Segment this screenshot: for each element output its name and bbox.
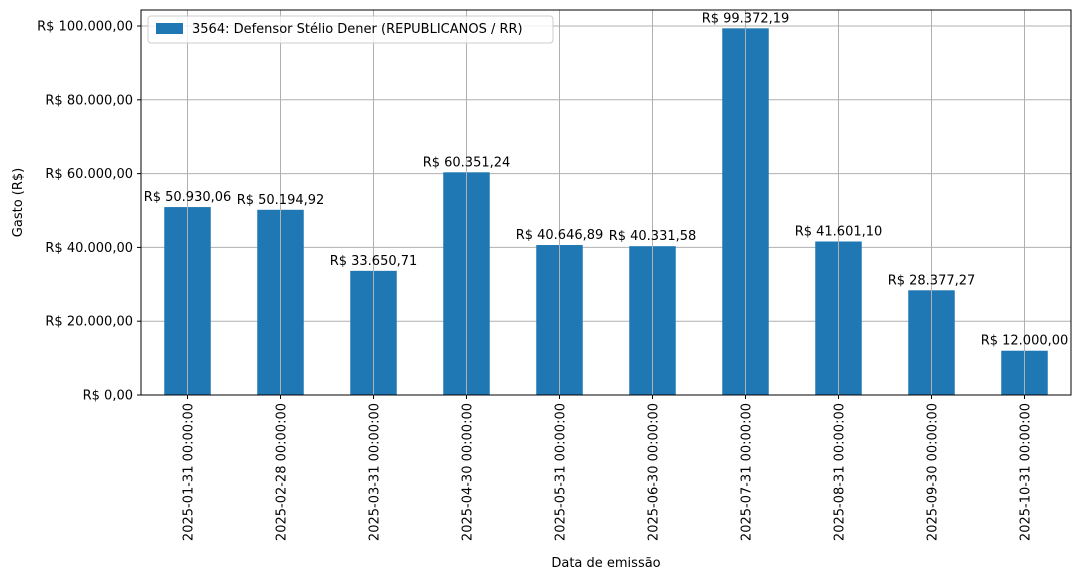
bar-value-label: R$ 12.000,00 (981, 334, 1069, 349)
bar-value-label: R$ 41.601,10 (795, 224, 883, 239)
x-tick-label: 2025-05-31 00:00:00 (554, 403, 569, 541)
x-tick-label: 2025-09-30 00:00:00 (926, 403, 941, 541)
legend-box (147, 15, 554, 44)
bar-value-label: R$ 28.377,27 (888, 273, 976, 288)
ticks: R$ 0,00 R$ 20.000,00 R$ 40.000,00 R$ 60.000… (37, 20, 1033, 542)
x-axis-label: Data de emissão (551, 556, 660, 571)
y-tick-label: R$ 20.000,00 (45, 315, 133, 330)
bar-value-label: R$ 40.646,89 (516, 228, 604, 243)
bar-value-labels: R$ 50.930,06 R$ 50.194,92 R$ 33.650,71 R$ 6… (144, 11, 1069, 348)
legend-label: 3564: Defensor Stélio Dener (REPUBLICANO… (192, 22, 523, 37)
bar-value-label: R$ 60.351,24 (423, 155, 511, 170)
bar-value-label: R$ 50.930,06 (144, 190, 232, 205)
x-tick-label: 2025-04-30 00:00:00 (461, 403, 476, 541)
axes-frame (140, 9, 1072, 396)
x-tick-label: 2025-07-31 00:00:00 (740, 403, 755, 541)
legend-swatch (156, 23, 183, 34)
x-tick-label: 2025-06-30 00:00:00 (647, 403, 662, 541)
x-tick-label: 2025-08-31 00:00:00 (833, 403, 848, 541)
x-tick-label: 2025-10-31 00:00:00 (1019, 403, 1034, 541)
bar-value-label: R$ 50.194,92 (237, 193, 325, 208)
bars (164, 28, 1048, 395)
x-grid (187, 10, 1025, 395)
legend: 3564: Defensor Stélio Dener (REPUBLICANO… (147, 15, 554, 44)
y-tick-label: R$ 40.000,00 (45, 241, 133, 256)
bar-value-label: R$ 33.650,71 (330, 254, 418, 269)
y-axis-label: Gasto (R$) (11, 168, 26, 237)
y-tick-label: R$ 80.000,00 (45, 93, 133, 108)
y-tick-label: R$ 0,00 (83, 389, 133, 404)
bar-value-label: R$ 99.372,19 (702, 11, 790, 26)
x-tick-label: 2025-01-31 00:00:00 (182, 403, 197, 541)
bar-value-label: R$ 40.331,58 (609, 229, 697, 244)
x-tick-label: 2025-03-31 00:00:00 (368, 403, 383, 541)
y-tick-label: R$ 100.000,00 (37, 20, 133, 35)
x-tick-label: 2025-02-28 00:00:00 (275, 403, 290, 541)
y-tick-label: R$ 60.000,00 (45, 167, 133, 182)
